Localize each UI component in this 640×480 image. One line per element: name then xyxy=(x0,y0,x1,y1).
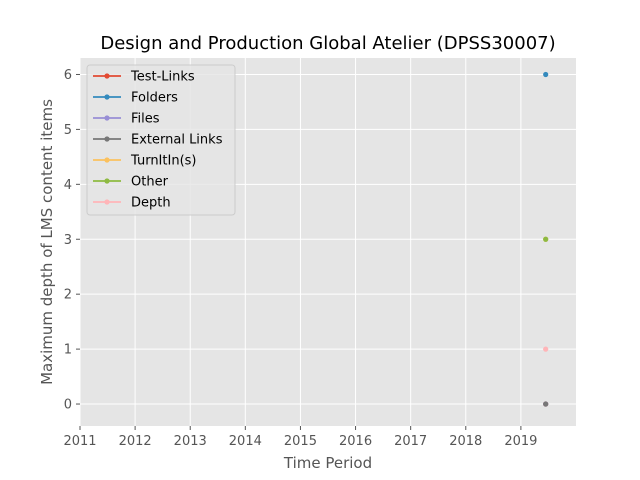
x-tick-label: 2015 xyxy=(284,434,317,449)
legend-label: Files xyxy=(131,112,160,127)
legend-item: Files xyxy=(93,112,160,127)
data-point xyxy=(543,71,549,78)
legend-marker xyxy=(104,115,110,121)
y-tick-label: 1 xyxy=(64,343,72,358)
legend-item: Folders xyxy=(93,91,178,106)
legend-box xyxy=(86,64,236,216)
series-depth xyxy=(543,346,549,352)
series-folders xyxy=(543,71,549,78)
legend-item: External Links xyxy=(93,133,223,148)
x-tick-label: 2018 xyxy=(449,434,482,449)
y-tick-label: 2 xyxy=(64,288,72,303)
legend-item: TurnItIn(s) xyxy=(93,154,196,169)
y-tick-label: 6 xyxy=(64,68,72,83)
y-tick-label: 5 xyxy=(64,123,72,138)
legend-label: TurnItIn(s) xyxy=(130,154,196,169)
legend-marker xyxy=(104,199,110,205)
y-tick-label: 4 xyxy=(64,178,72,193)
y-axis: 0 1 2 3 4 5 6 xyxy=(64,68,80,413)
x-tick-label: 2011 xyxy=(63,434,96,449)
data-point xyxy=(543,346,549,352)
legend-label: Folders xyxy=(131,91,178,106)
grid xyxy=(79,58,576,426)
chart-title: Design and Production Global Atelier (DP… xyxy=(100,33,555,54)
legend-marker xyxy=(104,178,110,184)
y-tick-label: 0 xyxy=(64,398,72,413)
x-tick-label: 2013 xyxy=(174,434,207,449)
legend-label: Depth xyxy=(131,196,171,211)
legend: Test-Links Folders Files External Links Turn… xyxy=(86,64,236,216)
legend-label: External Links xyxy=(131,133,223,148)
series-other xyxy=(543,236,549,242)
legend-label: Other xyxy=(131,175,169,190)
legend-item: Test-Links xyxy=(93,70,195,85)
y-axis-label: Maximum depth of LMS content items xyxy=(38,99,56,385)
legend-marker xyxy=(104,157,110,163)
x-tick-label: 2014 xyxy=(229,434,262,449)
x-tick-label: 2016 xyxy=(339,434,372,449)
series-external-links xyxy=(543,401,549,407)
y-tick-label: 3 xyxy=(64,233,72,248)
legend-item: Depth xyxy=(93,196,171,211)
x-tick-label: 2017 xyxy=(394,434,427,449)
data-series xyxy=(543,71,549,407)
legend-item: Other xyxy=(93,175,169,190)
legend-marker xyxy=(104,94,110,100)
x-axis-label: Time Period xyxy=(283,454,372,472)
data-point xyxy=(543,401,549,407)
legend-marker xyxy=(104,136,110,142)
data-point xyxy=(543,236,549,242)
x-tick-label: 2012 xyxy=(119,434,152,449)
x-axis: 2011 2012 2013 2014 2015 2016 2017 2018 2019 xyxy=(63,426,537,449)
legend-marker xyxy=(104,73,110,79)
x-tick-label: 2019 xyxy=(504,434,537,449)
legend-label: Test-Links xyxy=(130,70,195,85)
